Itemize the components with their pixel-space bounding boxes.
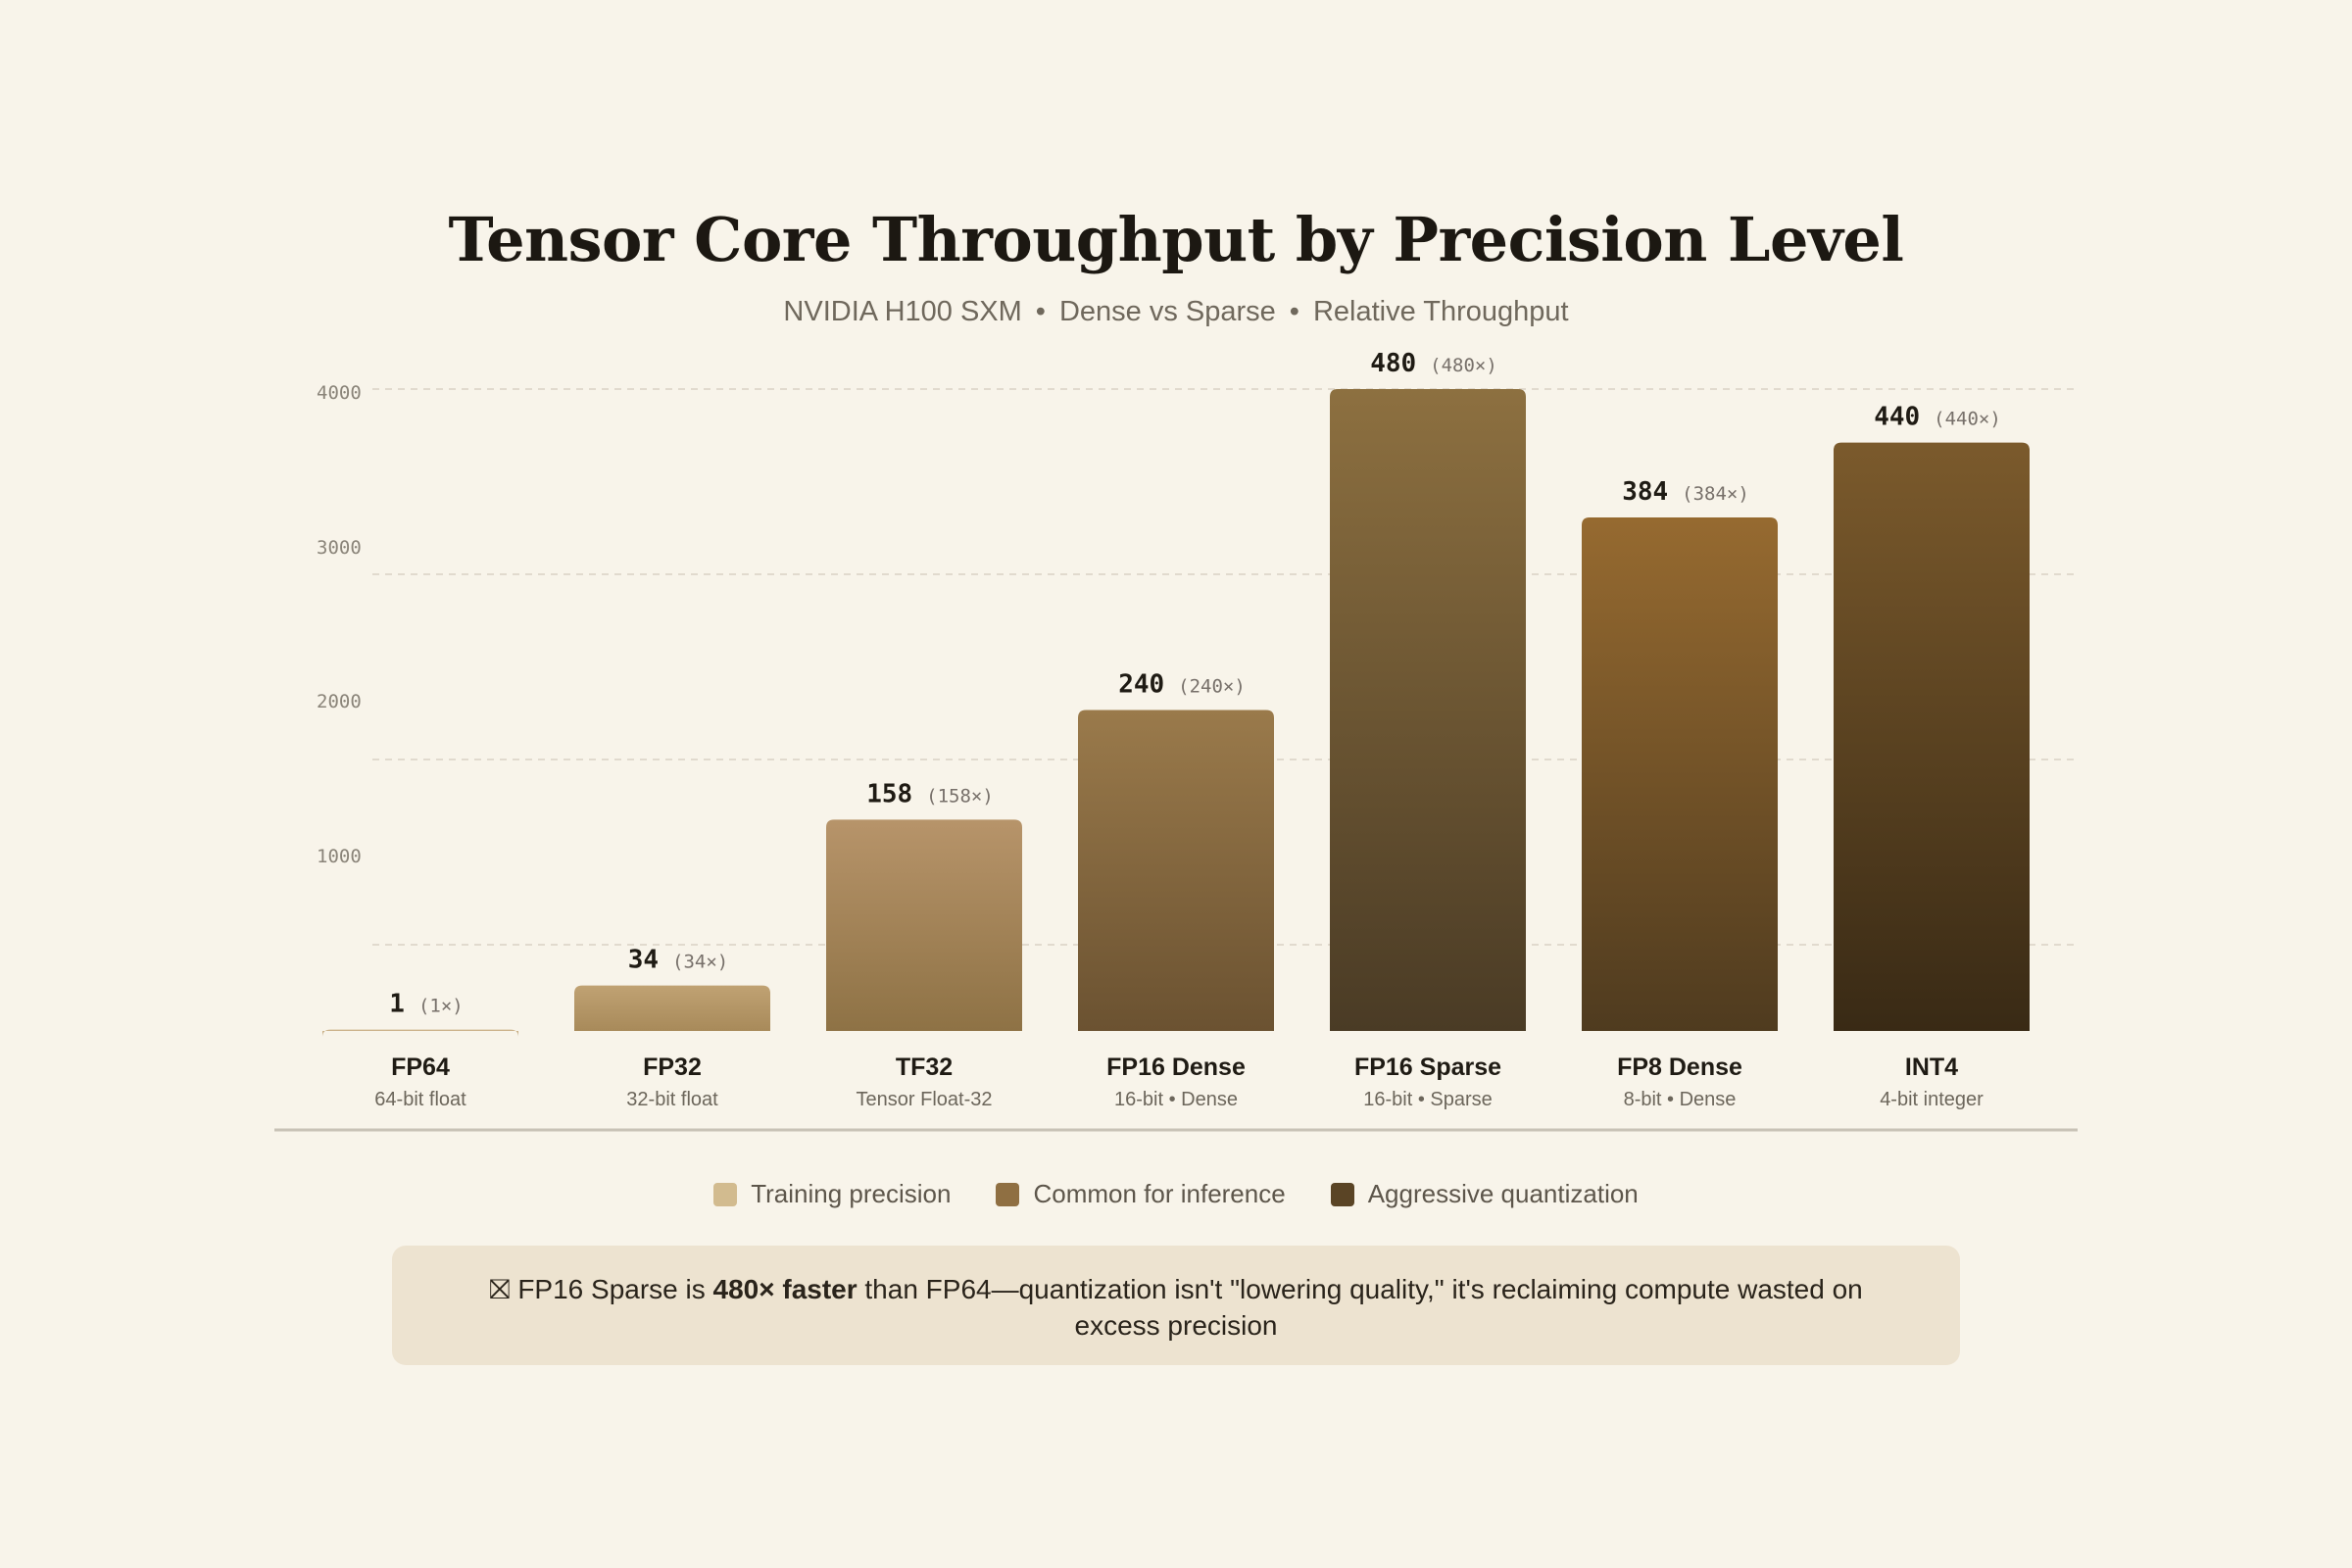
- insight-bold: 480× faster: [712, 1274, 858, 1304]
- category-label: TF32: [896, 1054, 953, 1081]
- bar-value-label: 240 (240×): [1118, 670, 1246, 700]
- chart-title: Tensor Core Throughput by Precision Leve…: [448, 204, 1904, 275]
- category-sublabel: Tensor Float-32: [857, 1089, 993, 1110]
- legend-item-inference: Common for inference: [996, 1179, 1286, 1209]
- y-tick-label: 1000: [317, 846, 362, 867]
- bar-fp64: [322, 1029, 518, 1038]
- legend-label-inference: Common for inference: [1033, 1179, 1286, 1208]
- legend-swatch-training: [713, 1182, 738, 1206]
- bar-fp16-dense: [1078, 710, 1274, 1031]
- category-sublabel: 4-bit integer: [1880, 1089, 1984, 1110]
- bar-value-label: 384 (384×): [1622, 477, 1749, 507]
- subtitle-gpu: NVIDIA H100 SXM: [783, 296, 1022, 327]
- category-label: FP32: [643, 1054, 702, 1081]
- legend-item-quantization: Aggressive quantization: [1330, 1179, 1639, 1209]
- bar-tf32: [826, 819, 1022, 1031]
- subtitle-separator-2: •: [1289, 296, 1299, 327]
- y-tick-label: 2000: [317, 691, 362, 712]
- category-sublabel: 32-bit float: [626, 1089, 718, 1110]
- y-tick-label: 3000: [317, 537, 362, 559]
- category-label: FP64: [391, 1054, 450, 1081]
- bars: [322, 389, 2030, 1038]
- category-label: FP16 Sparse: [1354, 1054, 1501, 1081]
- subtitle-separator-1: •: [1035, 296, 1046, 327]
- category-sublabel: 16-bit • Dense: [1114, 1089, 1238, 1110]
- bar-fp16-sparse: [1330, 389, 1526, 1031]
- bar-fp32: [574, 985, 770, 1031]
- subtitle-mode: Dense vs Sparse: [1058, 296, 1276, 327]
- bar-value-label: 440 (440×): [1874, 403, 2001, 432]
- bar-chart: 1000 2000 3000 4000 1 (1×) FP64 64-bit float 34(…: [274, 349, 2078, 1132]
- bar-int4: [1834, 442, 2030, 1031]
- legend-label-training: Training precision: [751, 1179, 952, 1208]
- gridlines: [372, 388, 2078, 946]
- category-sublabel: 16-bit • Sparse: [1363, 1089, 1493, 1110]
- category-label: FP16 Dense: [1106, 1054, 1246, 1081]
- category-sublabel: 8-bit • Dense: [1624, 1089, 1737, 1110]
- legend-swatch-inference: [996, 1182, 1020, 1206]
- category-label: FP8 Dense: [1617, 1054, 1742, 1081]
- y-tick-label: 4000: [317, 382, 362, 404]
- insight-text-before: FP16 Sparse is: [517, 1274, 713, 1304]
- category-label: INT4: [1905, 1054, 1958, 1081]
- insight-callout: ⛝ FP16 Sparse is 480× faster than FP64—q…: [392, 1246, 1960, 1365]
- insight-text-after: than FP64—quantization isn't "lowering q…: [857, 1274, 1863, 1341]
- legend-item-training: Training precision: [713, 1179, 951, 1209]
- bar-value-label: 34 (34×): [628, 946, 729, 975]
- legend: Training precision Common for inference …: [0, 1179, 2352, 1209]
- subtitle-metric: Relative Throughput: [1312, 296, 1569, 327]
- category-sublabel: 64-bit float: [374, 1089, 466, 1110]
- insight-icon: ⛝: [489, 1274, 511, 1304]
- bar-fp8-dense: [1582, 517, 1778, 1031]
- legend-swatch-quantization: [1330, 1182, 1354, 1206]
- bar-value-label: 480 (480×): [1370, 349, 1497, 378]
- bar-value-label: 1 (1×): [389, 990, 463, 1019]
- chart-subtitle: NVIDIA H100 SXM • Dense vs Sparse • Relative…: [0, 296, 2352, 328]
- labels: 1000 2000 3000 4000 1 (1×) FP64 64-bit float 34(…: [274, 349, 2078, 1132]
- legend-label-quantization: Aggressive quantization: [1367, 1179, 1639, 1208]
- bar-value-label: 158 (158×): [866, 779, 994, 808]
